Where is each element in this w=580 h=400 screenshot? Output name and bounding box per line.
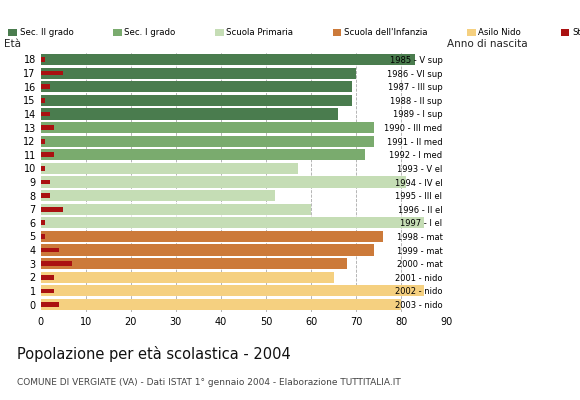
Bar — [41, 71, 63, 76]
Bar — [41, 272, 334, 283]
Bar — [41, 217, 424, 228]
Bar — [41, 136, 375, 147]
Bar — [41, 57, 45, 62]
Bar — [41, 68, 356, 79]
Bar — [41, 231, 383, 242]
Legend: Sec. II grado, Sec. I grado, Scuola Primaria, Scuola dell'Infanzia, Asilo Nido, : Sec. II grado, Sec. I grado, Scuola Prim… — [8, 28, 580, 37]
Bar — [41, 285, 424, 296]
Bar — [41, 193, 50, 198]
Bar — [41, 261, 72, 266]
Bar — [41, 176, 406, 188]
Bar — [41, 95, 352, 106]
Bar — [41, 139, 45, 144]
Bar — [41, 108, 338, 120]
Bar — [41, 163, 298, 174]
Bar — [41, 248, 59, 252]
Bar — [41, 152, 54, 157]
Text: COMUNE DI VERGIATE (VA) - Dati ISTAT 1° gennaio 2004 - Elaborazione TUTTITALIA.I: COMUNE DI VERGIATE (VA) - Dati ISTAT 1° … — [17, 378, 401, 387]
Bar — [41, 234, 45, 239]
Bar — [41, 207, 63, 212]
Bar — [41, 98, 45, 103]
Text: Anno di nascita: Anno di nascita — [447, 39, 527, 49]
Bar — [41, 258, 347, 269]
Bar — [41, 275, 54, 280]
Bar — [41, 180, 50, 184]
Bar — [41, 122, 375, 133]
Bar — [41, 190, 275, 201]
Bar — [41, 81, 352, 92]
Text: Età: Età — [4, 39, 21, 49]
Bar — [41, 302, 59, 307]
Bar — [41, 220, 45, 225]
Bar — [41, 149, 365, 160]
Bar — [41, 84, 50, 89]
Bar — [41, 204, 311, 215]
Bar — [41, 54, 415, 65]
Bar — [41, 288, 54, 293]
Bar — [41, 166, 45, 171]
Bar — [41, 299, 401, 310]
Text: Popolazione per età scolastica - 2004: Popolazione per età scolastica - 2004 — [17, 346, 291, 362]
Bar — [41, 112, 50, 116]
Bar — [41, 125, 54, 130]
Bar — [41, 244, 375, 256]
